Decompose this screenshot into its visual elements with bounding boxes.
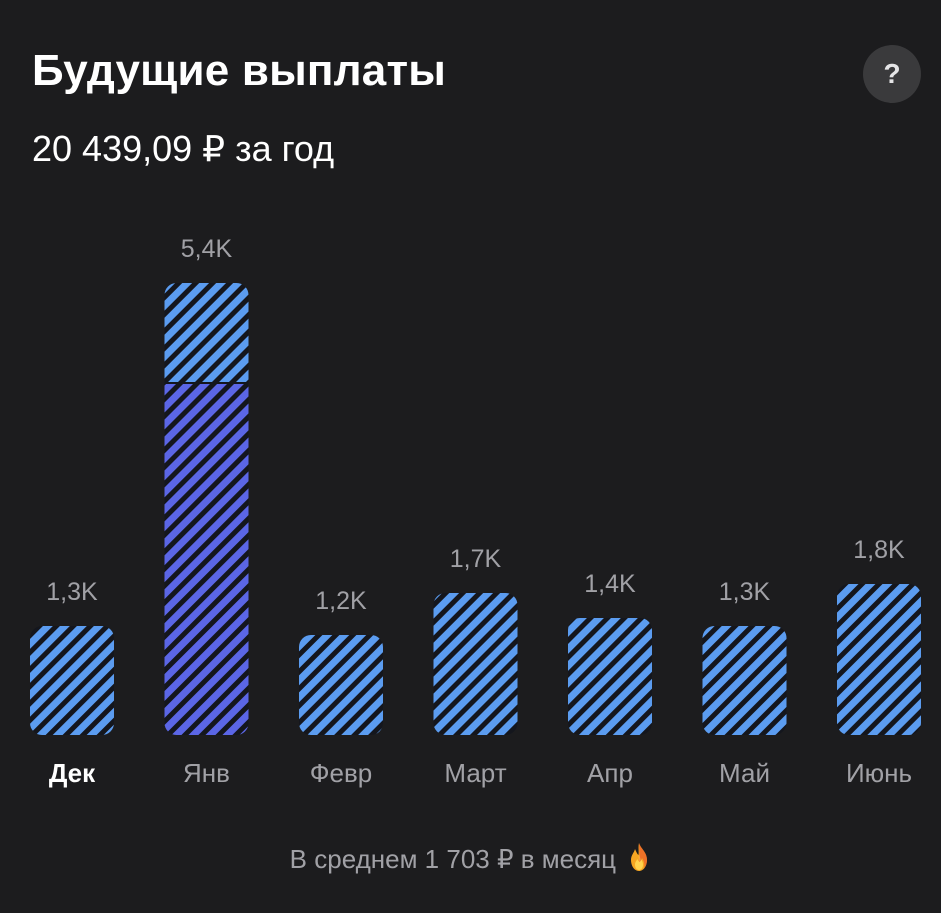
bar-3[interactable] [433, 593, 518, 735]
category-label[interactable]: Март [444, 758, 506, 788]
category-label[interactable]: Май [719, 758, 770, 788]
category-label[interactable]: Февр [310, 758, 373, 788]
value-label: 1,4K [584, 570, 636, 598]
help-button[interactable]: ? [863, 45, 921, 103]
bars-layer: 1,3K Дек 5,4K Янв 1,2K Февр 1,7K Март 1,4K Апр 1,3… [30, 235, 921, 788]
average-footer: В среднем 1 703 ₽ в месяц [0, 842, 941, 879]
value-label: 5,4K [181, 235, 233, 263]
bar-stack-1[interactable] [164, 283, 249, 735]
value-label: 1,3K [46, 578, 98, 606]
bar-0[interactable] [30, 626, 114, 735]
bar-2[interactable] [299, 635, 383, 735]
category-label[interactable]: Апр [587, 758, 633, 788]
fire-icon [627, 842, 651, 879]
bar-5[interactable] [702, 626, 787, 735]
value-label: 1,3K [719, 578, 771, 606]
bar-6[interactable] [837, 584, 921, 735]
page-title: Будущие выплаты [32, 46, 446, 95]
value-label: 1,8K [853, 536, 905, 564]
bar-4[interactable] [568, 618, 652, 735]
category-label[interactable]: Июнь [846, 758, 912, 788]
bar-segment-light [164, 283, 249, 383]
category-label[interactable]: Дек [49, 758, 96, 788]
bar-segment-dark [164, 383, 249, 735]
payouts-bar-chart: 1,3K Дек 5,4K Янв 1,2K Февр 1,7K Март 1,4K Апр 1,3… [30, 235, 921, 788]
average-text: В среднем 1 703 ₽ в месяц [289, 844, 617, 874]
category-label[interactable]: Янв [183, 758, 230, 788]
value-label: 1,7K [450, 545, 502, 573]
yearly-total: 20 439,09 ₽ за год [32, 128, 335, 169]
value-label: 1,2K [315, 587, 367, 615]
